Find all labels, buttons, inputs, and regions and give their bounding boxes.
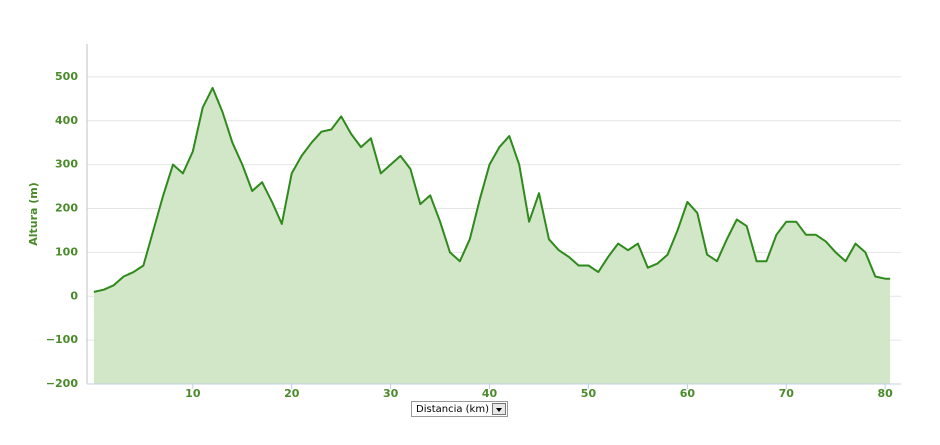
x-tick-label: 50 — [581, 387, 597, 400]
elevation-line — [93, 86, 891, 293]
y-tick-label: 0 — [70, 289, 78, 302]
y-tick-label: 300 — [55, 158, 78, 171]
x-tick-label: 20 — [284, 387, 300, 400]
y-tick-label: −100 — [46, 333, 79, 346]
x-tick-label: 10 — [185, 387, 201, 400]
y-tick-label: 100 — [55, 245, 78, 258]
y-tick-label: −200 — [46, 377, 79, 390]
area-fill — [93, 87, 891, 385]
y-tick-label: 500 — [55, 70, 78, 83]
x-tick-label: 80 — [878, 387, 894, 400]
x-axis-selector[interactable]: Distancia (km) — [411, 401, 508, 417]
x-tick-label: 70 — [779, 387, 795, 400]
x-tick-label: 60 — [680, 387, 696, 400]
y-tick-label: 200 — [55, 202, 78, 215]
x-tick-label: 30 — [383, 387, 399, 400]
x-tick-label: 40 — [482, 387, 498, 400]
x-axis-label: Distancia (km) — [416, 404, 489, 415]
dropdown-button[interactable] — [492, 403, 506, 415]
y-tick-label: 400 — [55, 114, 78, 127]
y-axis-label: Altura (m) — [27, 182, 40, 246]
